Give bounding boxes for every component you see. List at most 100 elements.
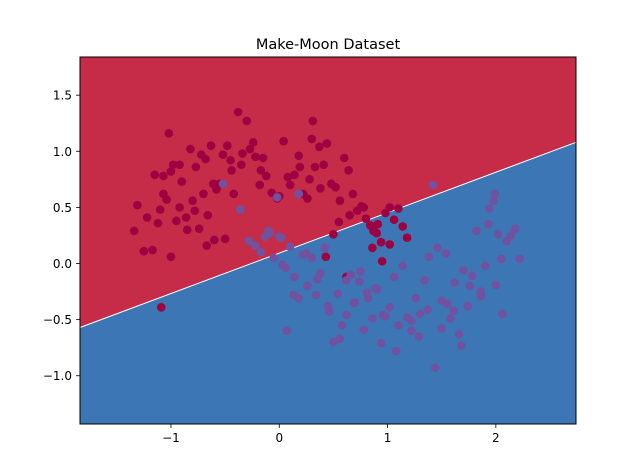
- axes-frame: [79, 56, 577, 425]
- data-point-class-1: [442, 299, 452, 309]
- x-tick-label: −1: [162, 431, 180, 445]
- data-point-class-0: [172, 216, 181, 226]
- data-point-class-1: [449, 306, 458, 315]
- data-point-class-1: [269, 253, 279, 263]
- data-point-class-0: [385, 203, 395, 212]
- data-point-class-0: [389, 215, 399, 225]
- data-point-class-1: [389, 272, 399, 282]
- data-point-class-0: [359, 203, 369, 212]
- data-point-class-1: [355, 277, 364, 286]
- data-point-class-0: [175, 160, 184, 170]
- data-point-class-0: [229, 189, 239, 199]
- x-tick-label: 1: [384, 431, 392, 445]
- data-point-class-1: [376, 338, 386, 348]
- data-point-class-0: [202, 241, 212, 250]
- data-point-class-1: [446, 314, 455, 323]
- data-point-class-0: [199, 189, 208, 199]
- plot-area: [79, 57, 577, 424]
- data-point-class-0: [322, 139, 332, 148]
- data-point-class-1: [349, 298, 359, 308]
- data-point-class-0: [133, 200, 142, 210]
- data-point-class-0: [261, 171, 271, 181]
- data-point-class-0: [227, 166, 236, 175]
- data-point-class-0: [162, 195, 171, 204]
- data-point-class-1: [441, 249, 451, 258]
- data-points: [129, 107, 524, 373]
- data-point-class-1: [490, 189, 500, 199]
- data-point-class-0: [344, 166, 353, 175]
- data-point-class-1: [312, 274, 322, 284]
- data-point-class-0: [190, 206, 200, 216]
- data-point-class-0: [295, 162, 305, 172]
- data-point-class-0: [258, 153, 268, 163]
- data-point-class-0: [294, 151, 304, 161]
- data-point-class-0: [308, 116, 318, 126]
- data-point-class-0: [233, 107, 243, 117]
- data-point-class-1: [476, 291, 485, 301]
- data-point-class-1: [465, 281, 475, 291]
- data-point-class-0: [334, 217, 344, 227]
- data-point-class-1: [485, 204, 494, 213]
- x-tick-label: 0: [275, 431, 283, 445]
- data-point-class-1: [428, 180, 438, 190]
- data-point-class-1: [407, 316, 416, 326]
- data-point-class-1: [459, 265, 468, 275]
- data-point-class-0: [222, 141, 232, 150]
- data-point-class-0: [321, 252, 331, 262]
- data-point-class-1: [415, 309, 425, 319]
- data-point-class-0: [201, 154, 210, 164]
- data-point-class-1: [371, 283, 380, 293]
- data-point-class-0: [372, 228, 382, 238]
- decision-boundary-line: [79, 141, 577, 328]
- data-point-class-0: [218, 150, 228, 159]
- data-point-class-1: [506, 231, 516, 240]
- data-point-class-0: [361, 214, 371, 223]
- data-point-class-1: [424, 252, 434, 262]
- data-point-class-1: [282, 326, 292, 336]
- data-point-class-0: [166, 167, 176, 176]
- data-point-class-0: [156, 302, 166, 312]
- data-point-class-1: [303, 281, 312, 291]
- data-point-class-1: [456, 341, 466, 350]
- data-point-class-1: [256, 247, 266, 257]
- data-point-class-0: [181, 213, 191, 222]
- data-point-class-1: [472, 226, 481, 236]
- data-point-class-1: [323, 301, 333, 311]
- data-point-class-1: [342, 310, 351, 320]
- data-point-class-1: [335, 334, 345, 344]
- data-point-class-0: [159, 171, 168, 181]
- y-tick-label: −1.0: [43, 369, 72, 383]
- x-tick-label: 2: [492, 431, 500, 445]
- data-point-class-1: [398, 261, 408, 271]
- data-point-class-0: [148, 245, 157, 255]
- data-point-class-0: [335, 196, 345, 205]
- data-point-class-0: [164, 129, 174, 138]
- data-point-class-1: [235, 205, 245, 214]
- data-point-class-0: [208, 179, 218, 189]
- data-point-class-1: [450, 278, 460, 287]
- data-point-class-0: [310, 162, 320, 172]
- data-point-class-0: [316, 184, 325, 193]
- data-point-class-1: [407, 326, 416, 336]
- data-point-class-1: [391, 346, 401, 356]
- data-point-class-1: [264, 226, 273, 236]
- data-point-class-0: [203, 210, 213, 220]
- data-point-class-1: [359, 325, 369, 335]
- data-point-class-0: [226, 155, 235, 165]
- data-point-class-1: [454, 329, 464, 339]
- data-point-class-0: [394, 204, 403, 213]
- data-point-class-0: [256, 166, 266, 175]
- y-tick-label: −0.5: [43, 313, 72, 327]
- data-point-class-0: [307, 134, 317, 144]
- data-point-class-0: [345, 210, 354, 220]
- data-point-class-1: [491, 280, 501, 290]
- y-axis-ticks: −1.0 −0.5 0.0 0.5 1.0 1.5: [43, 89, 80, 383]
- data-point-class-1: [420, 276, 429, 285]
- data-point-class-1: [430, 363, 440, 373]
- data-point-class-1: [423, 305, 432, 314]
- data-point-class-0: [150, 170, 160, 180]
- y-tick-label: 1.5: [53, 89, 72, 103]
- x-axis-ticks: −1 0 1 2: [162, 424, 500, 445]
